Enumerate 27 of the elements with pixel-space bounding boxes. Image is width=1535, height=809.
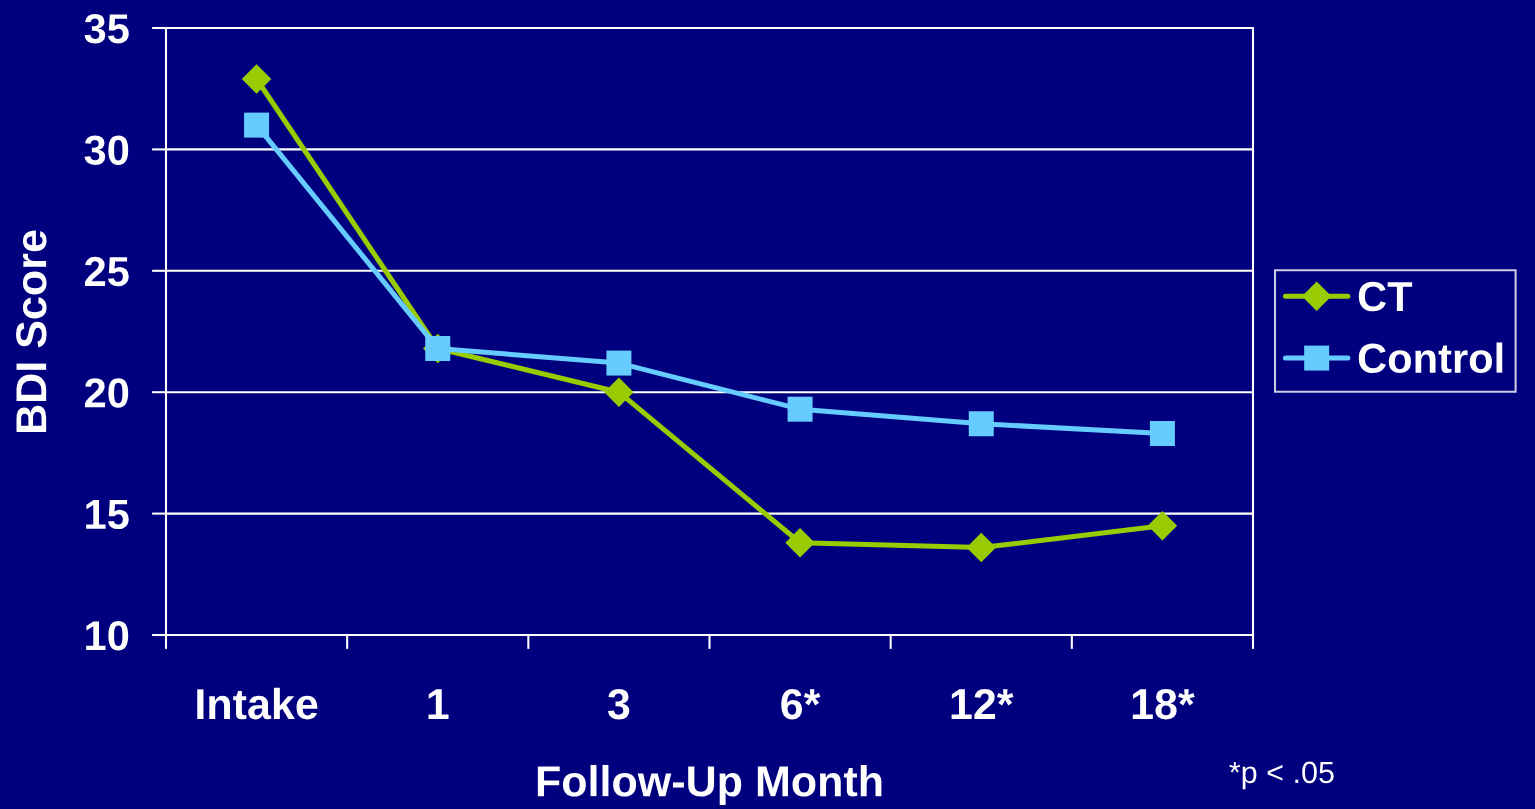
x-tick-label: 6* [781,688,821,720]
y-tick-label: 20 [84,378,129,408]
x-tick-label: 12* [951,688,1014,719]
point [606,350,632,376]
point [1149,420,1175,446]
y-axis-title: BDI Score [16,230,47,433]
point [241,64,272,94]
point [244,112,270,138]
point [785,528,815,558]
y-tick-label: 25 [84,256,129,287]
x-tick-label: 18* [1132,688,1195,720]
y-tick-label: 10 [86,621,129,651]
legend-label: Control [1358,342,1503,374]
x-tick-label: Intake [197,687,318,720]
point [604,377,634,407]
y-tick-label: 35 [84,14,129,44]
point [1147,511,1178,541]
point [787,396,813,422]
x-tick-label: 3 [607,688,630,720]
x-axis-title: Follow-Up Month [537,764,882,806]
point [966,532,996,563]
text: *p < .05 [1229,761,1334,790]
y-tick-label: 15 [86,500,129,530]
x-tick-label: 1 [428,689,449,719]
y-tick-label: 30 [84,135,129,165]
legend-label: CT [1358,281,1413,312]
point [968,411,994,437]
